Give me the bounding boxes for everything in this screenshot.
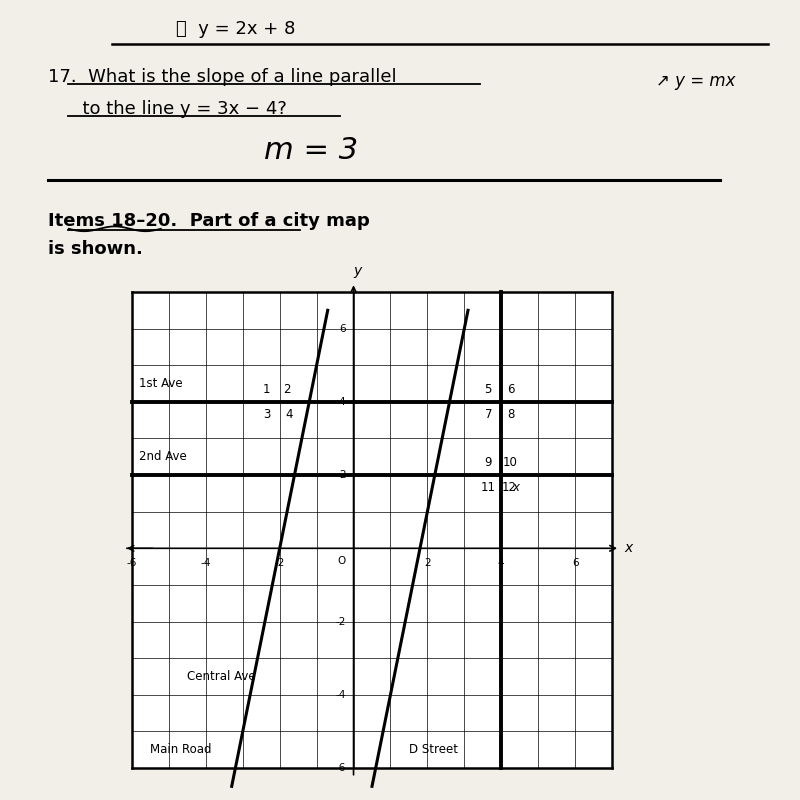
Text: 6: 6 (506, 382, 514, 395)
Text: x: x (512, 482, 519, 494)
Text: 6: 6 (572, 558, 578, 568)
Text: 4: 4 (339, 397, 346, 407)
Text: -4: -4 (201, 558, 211, 568)
Text: 2: 2 (424, 558, 430, 568)
Text: 5: 5 (485, 382, 492, 395)
Text: D Street: D Street (409, 743, 458, 756)
Text: Main Road: Main Road (150, 743, 212, 756)
Text: -6: -6 (335, 763, 346, 773)
Text: to the line y = 3x − 4?: to the line y = 3x − 4? (48, 100, 287, 118)
Text: 2nd Ave: 2nd Ave (139, 450, 187, 463)
Text: -2: -2 (274, 558, 285, 568)
Text: 6: 6 (339, 324, 346, 334)
Bar (132, 292, 612, 768)
Text: Central Ave: Central Ave (187, 670, 256, 683)
Text: Items 18–20.  Part of a city map: Items 18–20. Part of a city map (48, 212, 370, 230)
Text: 1st Ave: 1st Ave (139, 377, 183, 390)
Text: 2: 2 (283, 382, 291, 395)
Text: 11: 11 (481, 482, 496, 494)
Text: 17.  What is the slope of a line parallel: 17. What is the slope of a line parallel (48, 68, 397, 86)
Text: 10: 10 (503, 456, 518, 469)
Text: 8: 8 (506, 408, 514, 421)
Text: y: y (354, 264, 362, 278)
Text: 2: 2 (339, 470, 346, 480)
Text: m = 3: m = 3 (264, 136, 358, 165)
Text: 4: 4 (286, 408, 293, 421)
Text: -2: -2 (335, 617, 346, 626)
Text: -6: -6 (127, 558, 137, 568)
Text: -4: -4 (335, 690, 346, 700)
Text: is shown.: is shown. (48, 240, 143, 258)
Text: ↗ y = mx: ↗ y = mx (656, 72, 735, 90)
Text: 9: 9 (485, 456, 492, 469)
Text: 3: 3 (263, 408, 270, 421)
Text: 4: 4 (498, 558, 505, 568)
Text: 1: 1 (263, 382, 270, 395)
Text: 7: 7 (485, 408, 492, 421)
Text: O: O (338, 556, 346, 566)
Text: x: x (624, 542, 632, 555)
Text: ⓓ  y = 2x + 8: ⓓ y = 2x + 8 (176, 20, 295, 38)
Text: 12: 12 (502, 482, 516, 494)
